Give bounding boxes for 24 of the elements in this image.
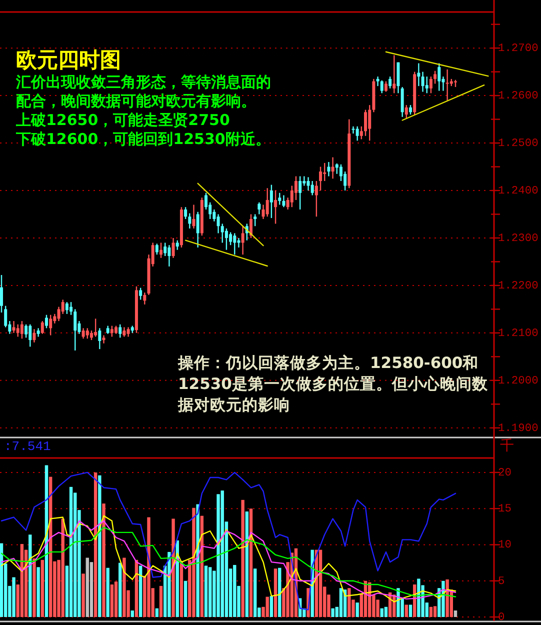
text: 欧元四时图 [16,48,121,72]
y-tick-label: 1.2200 [498,280,539,292]
annotation: 12530是第一次做多的位置。但小心晚间数 [178,375,489,394]
y-tick-label: 1.2100 [498,328,539,340]
y-tick-label: 0 [498,612,505,624]
annotation: 操作：仍以回落做多为主。12580-600和 [177,353,479,372]
text: :7.541 [4,439,52,454]
annotation: 汇价出现收敛三角形态，等待消息面的 [15,73,271,92]
y-tick-label: 1.1900 [498,422,539,435]
annotation: 下破12600，可能回到12530附近。 [15,130,270,148]
y-tick-label: 10 [498,540,512,552]
y-tick-label: 1.2000 [498,375,539,388]
annotation: 配合，晚间数据可能对欧元有影响。 [16,92,256,110]
y-tick-label: 1.2400 [498,185,539,198]
annotation: 上破12650，可能走圣贤2750 [15,111,230,130]
y-tick-label: 5 [498,576,505,588]
y-axis-title: 千 [500,438,514,454]
y-tick-label: 1.2500 [498,138,539,150]
y-tick-label: 20 [498,467,512,480]
y-tick-label: 1.2700 [498,43,539,56]
y-tick-label: 1.2600 [498,90,539,103]
annotation: 据对欧元的影响 [177,396,290,414]
y-tick-label: 1.2300 [498,232,539,245]
y-tick-label: 15 [498,504,512,516]
